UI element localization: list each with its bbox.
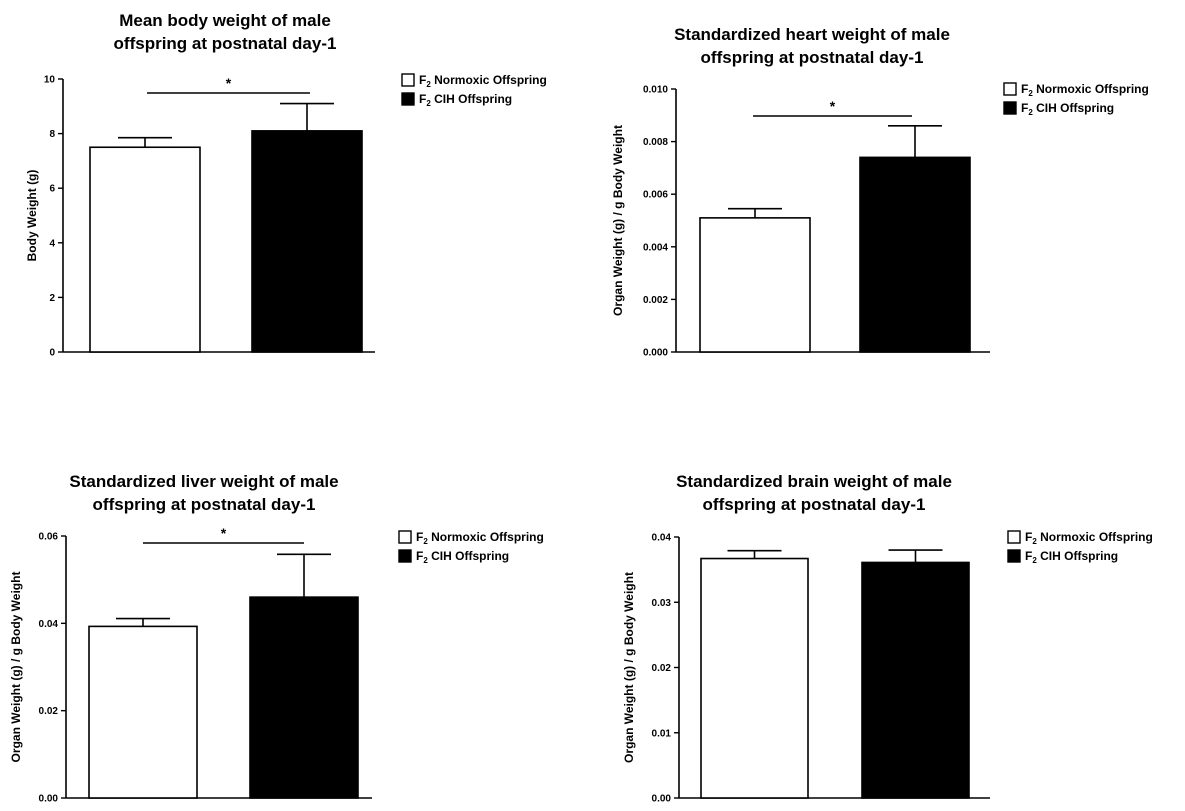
y-tick-label: 0.04	[652, 533, 672, 544]
bar-cih	[861, 561, 970, 799]
legend-swatch-normoxic	[1003, 82, 1017, 96]
legend-swatch-normoxic	[398, 530, 412, 544]
bar-normoxic	[699, 217, 811, 353]
legend-swatch-cih	[1007, 549, 1021, 563]
legend-swatch-cih	[1003, 101, 1017, 115]
y-tick-label: 4	[49, 238, 55, 249]
y-tick-label: 0.00	[652, 794, 672, 805]
significance-marker: *	[221, 525, 227, 541]
y-tick-label: 0.006	[643, 190, 668, 201]
y-tick-label: 8	[49, 129, 55, 140]
bar-cih	[251, 130, 363, 353]
y-tick-label: 0.010	[643, 85, 668, 96]
bar-normoxic	[89, 146, 201, 353]
y-tick-label: 0.04	[39, 619, 59, 630]
legend-swatch-cih	[401, 92, 415, 106]
y-tick-label: 0.01	[652, 728, 672, 739]
bar-normoxic	[700, 557, 809, 799]
chart-title-line: offspring at postnatal day-1	[114, 34, 337, 53]
chart-panel-2: Standardized heart weight of male offspri…	[611, 25, 1149, 359]
y-tick-label: 0.03	[652, 598, 672, 609]
legend-label-cih: F2 CIH Offspring	[1025, 549, 1118, 565]
y-axis-label: Organ Weight (g) / g Body Weight	[611, 125, 625, 316]
significance-marker: *	[830, 98, 836, 114]
chart-title-line: Standardized heart weight of male	[674, 25, 950, 44]
significance-marker: *	[226, 75, 232, 91]
y-tick-label: 6	[49, 184, 55, 195]
legend-label-cih: F2 CIH Offspring	[416, 549, 509, 565]
y-tick-label: 10	[44, 75, 56, 86]
legend-label-normoxic: F2 Normoxic Offspring	[416, 530, 544, 546]
chart-title-line: offspring at postnatal day-1	[703, 495, 926, 514]
y-tick-label: 0.008	[643, 137, 668, 148]
chart-panel-4: Standardized brain weight of male offspri…	[622, 472, 1153, 805]
bar-cih	[859, 156, 971, 353]
y-tick-label: 0.02	[652, 663, 672, 674]
y-tick-label: 0.002	[643, 295, 668, 306]
chart-title-line: Mean body weight of male	[119, 11, 331, 30]
legend-swatch-normoxic	[401, 73, 415, 87]
y-tick-label: 0.000	[643, 348, 668, 359]
y-tick-label: 0	[49, 348, 55, 359]
legend-label-normoxic: F2 Normoxic Offspring	[419, 73, 547, 89]
y-axis-label: Organ Weight (g) / g Body Weight	[9, 572, 23, 763]
legend-swatch-normoxic	[1007, 530, 1021, 544]
bar-cih	[249, 596, 359, 799]
legend-label-cih: F2 CIH Offspring	[419, 92, 512, 108]
legend-label-normoxic: F2 Normoxic Offspring	[1025, 530, 1153, 546]
bar-normoxic	[88, 625, 198, 799]
y-tick-label: 0.02	[39, 706, 59, 717]
y-axis-label: Organ Weight (g) / g Body Weight	[622, 572, 636, 763]
y-tick-label: 0.06	[39, 532, 59, 543]
legend-label-cih: F2 CIH Offspring	[1021, 101, 1114, 117]
y-tick-label: 2	[49, 293, 55, 304]
legend-swatch-cih	[398, 549, 412, 563]
chart-title-line: Standardized brain weight of male	[676, 472, 952, 491]
y-tick-label: 0.004	[643, 242, 668, 253]
chart-title-line: Standardized liver weight of male	[69, 472, 338, 491]
y-tick-label: 0.00	[39, 794, 59, 805]
chart-title-line: offspring at postnatal day-1	[701, 48, 924, 67]
chart-panel-1: Mean body weight of male offspring at pos…	[25, 11, 547, 359]
chart-title-line: offspring at postnatal day-1	[93, 495, 316, 514]
y-axis-label: Body Weight (g)	[25, 170, 39, 262]
chart-panel-3: Standardized liver weight of male offspri…	[9, 472, 544, 805]
legend-label-normoxic: F2 Normoxic Offspring	[1021, 82, 1149, 98]
